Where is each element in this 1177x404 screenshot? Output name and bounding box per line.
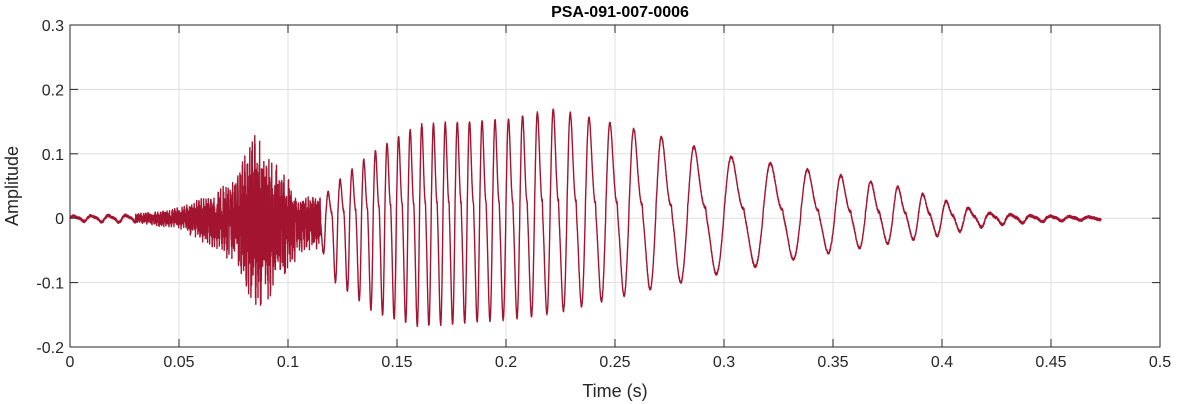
x-tick-label: 0.4 [931,354,953,371]
x-tick-label: 0.25 [599,354,630,371]
x-tick-label: 0.1 [277,354,299,371]
y-axis-ticks: -0.2 -0.1 0 0.1 0.2 0.3 [36,18,1160,357]
x-tick-label: 0.5 [1149,354,1171,371]
y-tick-label: 0.1 [42,147,64,164]
x-tick-label: 0.45 [1035,354,1066,371]
series-layer [69,108,1102,328]
x-tick-label: 0 [66,354,75,371]
x-tick-label: 0.05 [163,354,194,371]
y-tick-label: -0.1 [36,276,64,293]
x-axis-ticks: 0 0.05 0.1 0.15 0.2 0.25 0.3 0.35 0.4 0.45 0.5 [66,25,1171,371]
y-tick-label: 0.3 [42,18,64,35]
y-tick-label: 0.2 [42,82,64,99]
y-tick-label: -0.2 [36,340,64,357]
waveform-series-line [69,108,1102,328]
y-axis-label: Amplitude [2,146,22,226]
x-tick-label: 0.2 [495,354,517,371]
chart-title: PSA-091-007-0006 [551,4,689,21]
y-tick-label: 0 [55,211,64,228]
x-tick-label: 0.35 [817,354,848,371]
x-axis-label: Time (s) [582,381,647,401]
x-tick-label: 0.15 [381,354,412,371]
x-tick-label: 0.3 [713,354,735,371]
